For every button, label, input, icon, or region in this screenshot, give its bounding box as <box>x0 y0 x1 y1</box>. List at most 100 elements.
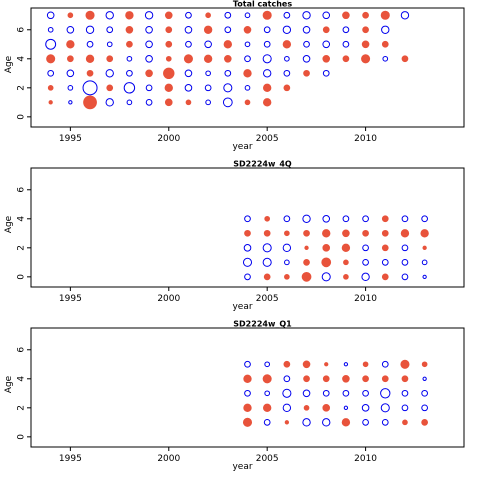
bubble-negative <box>302 418 311 427</box>
bubble-positive <box>362 375 369 383</box>
bubble-positive <box>343 259 349 266</box>
x-axis-label: year <box>232 462 252 472</box>
bubble-negative <box>244 84 251 91</box>
bubble-negative <box>262 69 272 78</box>
bubble-positive <box>322 26 330 34</box>
bubble-positive <box>262 403 272 413</box>
bubble-negative <box>362 215 369 223</box>
bubble-negative <box>145 25 153 34</box>
x-axis-label: year <box>232 142 252 152</box>
bubble-negative <box>204 40 212 49</box>
x-tick-label: 2005 <box>256 134 279 144</box>
bubble-negative <box>361 272 370 282</box>
bubble-negative <box>421 215 428 223</box>
bubble-negative <box>421 389 428 397</box>
bubble-negative <box>342 26 350 34</box>
bubble-positive <box>342 11 350 20</box>
y-tick-label: 6 <box>17 27 27 33</box>
bubble-negative <box>362 418 369 426</box>
y-tick-label: 6 <box>17 187 27 193</box>
bubble-positive <box>282 40 292 49</box>
bubble-positive <box>421 361 428 368</box>
bubble-negative <box>105 98 114 107</box>
bubble-negative <box>105 69 114 78</box>
bubble-negative <box>282 243 292 253</box>
bubble-positive <box>322 229 331 238</box>
bubble-negative <box>47 69 55 77</box>
bubble-negative <box>264 361 271 368</box>
bubble-positive <box>422 245 427 250</box>
bubble-negative <box>243 244 252 252</box>
y-tick-label: 0 <box>17 434 27 440</box>
x-tick-label: 1995 <box>59 454 82 464</box>
bubble-negative <box>303 40 310 48</box>
bubble-positive <box>203 54 213 63</box>
bubble-positive <box>262 10 272 20</box>
bubble-negative <box>342 40 350 48</box>
bubble-negative <box>283 215 291 223</box>
bubble-positive <box>301 271 312 282</box>
bubble-negative <box>401 215 409 223</box>
y-axis-label: Age <box>4 55 14 73</box>
bubble-positive <box>243 69 252 78</box>
bubble-negative <box>302 214 311 223</box>
bubble-positive <box>303 375 310 383</box>
bubble-positive <box>86 69 94 77</box>
bubble-negative <box>322 40 331 49</box>
bubble-positive <box>83 95 97 110</box>
bubble-positive <box>85 54 95 63</box>
bubble-negative <box>82 80 98 96</box>
bubble-positive <box>164 11 173 20</box>
bubble-negative <box>47 26 54 33</box>
bubble-positive <box>48 100 53 105</box>
bubble-positive <box>421 418 428 426</box>
bubble-positive <box>283 360 291 368</box>
plot-frame <box>30 327 465 448</box>
bubble-negative <box>421 259 428 266</box>
x-tick-label: 1995 <box>59 134 82 144</box>
bubble-positive <box>322 54 331 63</box>
bubble-positive <box>203 25 213 34</box>
bubble-negative <box>381 258 389 266</box>
bubble-negative <box>244 389 251 397</box>
bubble-negative <box>66 69 75 78</box>
bubble-negative <box>223 83 233 93</box>
bubble-positive <box>126 40 133 48</box>
bubble-positive <box>381 273 389 281</box>
bubble-negative <box>244 273 251 281</box>
panel-2: SD2224w_4Q 1995 2000 2005 2010 0 2 4 6 year Age <box>4 160 465 312</box>
bubble-positive <box>304 245 309 250</box>
bubble-negative <box>67 84 74 91</box>
bubble-positive <box>67 55 74 63</box>
bubble-positive <box>244 229 251 237</box>
bubble-negative <box>343 362 349 367</box>
bubble-negative <box>322 418 331 427</box>
bubble-negative <box>282 25 292 34</box>
bubble-negative <box>283 11 291 19</box>
bubble-positive <box>165 55 172 62</box>
bubble-negative <box>401 258 409 266</box>
y-tick-label: 4 <box>17 376 27 382</box>
bubble-positive <box>223 40 233 49</box>
bubble-positive <box>362 361 369 368</box>
x-tick-label: 2005 <box>256 294 279 304</box>
bubble-positive <box>165 40 173 48</box>
bubble-positive <box>164 98 173 107</box>
bubble-negative <box>362 258 369 266</box>
bubble-negative <box>68 100 73 105</box>
bubble-negative <box>401 273 409 281</box>
bubble-positive <box>244 99 251 106</box>
bubble-negative <box>45 38 57 50</box>
bubble-negative <box>242 257 253 267</box>
bubble-negative <box>362 389 369 397</box>
bubble-positive <box>243 374 252 383</box>
bubble-positive <box>125 25 134 34</box>
bubble-positive <box>362 229 369 237</box>
y-axis-label: Age <box>4 375 14 393</box>
bubble-positive <box>362 26 369 34</box>
bubble-positive <box>183 54 193 64</box>
bubble-negative <box>284 55 290 62</box>
plot-frame <box>30 7 465 128</box>
bubble-positive <box>324 362 329 367</box>
bubble-negative <box>422 274 427 279</box>
